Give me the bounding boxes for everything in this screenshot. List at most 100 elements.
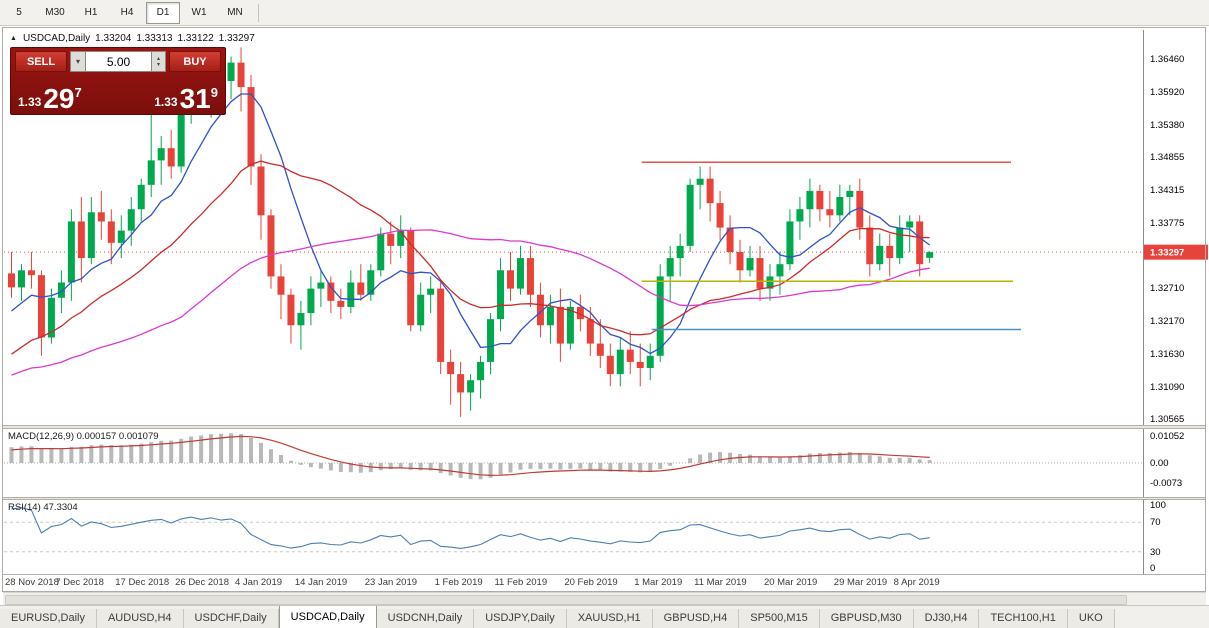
buy-button[interactable]: BUY xyxy=(169,51,221,72)
timeframe-toolbar: 5 M30 H1 H4 D1 W1 MN xyxy=(0,0,1209,26)
ohlc-close: 1.33297 xyxy=(218,33,255,44)
macd-scale-label: -0.0073 xyxy=(1150,478,1182,489)
timeframe-button-mn[interactable]: MN xyxy=(227,7,243,18)
chart-tab-dj30-h4[interactable]: DJ30,H4 xyxy=(913,609,980,628)
buy-price-sup: 9 xyxy=(210,85,218,100)
chart-title: ▲ USDCAD,Daily 1.33204 1.33313 1.33122 1… xyxy=(10,33,255,44)
ma-slow-line xyxy=(11,229,930,376)
chevron-down-icon: ▾ xyxy=(75,57,80,66)
date-label: 8 Apr 2019 xyxy=(893,577,940,588)
price-scale-label: 1.31090 xyxy=(1150,382,1184,393)
timeframe-button-5[interactable]: 5 xyxy=(16,7,22,18)
current-price-badge xyxy=(1144,244,1208,260)
sell-price-big: 29 xyxy=(43,83,75,114)
timeframe-buttons: 5 M30 H1 H4 D1 W1 MN xyxy=(1,1,253,24)
rsi-label: RSI(14) 47.3304 xyxy=(8,502,78,513)
sell-price-sup: 7 xyxy=(74,85,82,100)
chart-tab-usdjpy-daily[interactable]: USDJPY,Daily xyxy=(474,609,567,628)
chart-tab-gbpusd-h4[interactable]: GBPUSD,H4 xyxy=(652,609,740,628)
horizontal-scrollbar[interactable] xyxy=(3,592,1206,605)
price-scale-label: 1.34855 xyxy=(1150,152,1184,163)
volume-control: ▾ ▴ ▾ xyxy=(70,51,166,72)
macd-scale-label: 0.00 xyxy=(1150,458,1169,469)
date-label: 1 Feb 2019 xyxy=(434,577,483,588)
sell-price[interactable]: 1.33 29 7 xyxy=(18,83,82,114)
timeframe-button-d1[interactable]: D1 xyxy=(146,1,180,24)
macd-label: MACD(12,26,9) 0.000157 0.001079 xyxy=(8,431,159,442)
main-chart-canvas[interactable]: 1.364601.359201.353801.348551.343151.337… xyxy=(4,30,1209,425)
buy-price[interactable]: 1.33 31 9 xyxy=(154,83,218,114)
date-label: 14 Jan 2019 xyxy=(294,577,348,588)
timeframe-button-m30[interactable]: M30 xyxy=(45,7,65,18)
panel-splitter[interactable] xyxy=(3,497,1206,500)
sell-price-small: 1.33 xyxy=(18,95,42,109)
date-label: 20 Mar 2019 xyxy=(763,577,818,588)
stepper-up-icon[interactable]: ▴ xyxy=(156,55,160,62)
stepper-down-icon[interactable]: ▾ xyxy=(156,61,160,68)
rsi-scale-label: 0 xyxy=(1150,563,1155,574)
date-label: 7 Dec 2018 xyxy=(55,577,104,588)
one-click-trading-panel: SELL ▾ ▴ ▾ BUY 1.33 29 7 1.33 31 9 xyxy=(10,47,226,115)
chart-tab-usdchf-daily[interactable]: USDCHF,Daily xyxy=(183,609,279,628)
candles[interactable] xyxy=(8,47,934,417)
chart-tab-usdcnh-daily[interactable]: USDCNH,Daily xyxy=(376,609,475,628)
rsi-line xyxy=(11,507,930,549)
ohlc-low: 1.33122 xyxy=(177,33,214,44)
buy-price-big: 31 xyxy=(179,83,211,114)
date-label: 23 Jan 2019 xyxy=(364,577,418,588)
macd-signal-line xyxy=(11,435,930,477)
price-scale-label: 1.31630 xyxy=(1150,349,1184,360)
volume-dropdown-button[interactable]: ▾ xyxy=(70,51,85,72)
chart-tab-sp500-m15[interactable]: SP500,M15 xyxy=(739,609,820,628)
current-price-badge-text: 1.33297 xyxy=(1150,248,1184,259)
volume-input[interactable] xyxy=(85,51,152,72)
date-label: 1 Mar 2019 xyxy=(634,577,683,588)
ma-mid-line xyxy=(11,160,930,355)
date-label: 11 Feb 2019 xyxy=(494,577,548,588)
sell-button[interactable]: SELL xyxy=(15,51,67,72)
macd-indicator-canvas[interactable]: 0.01052 0.00 -0.0073 xyxy=(4,429,1209,497)
rsi-scale-label: 30 xyxy=(1150,547,1161,558)
timeframe-button-h1[interactable]: H1 xyxy=(84,7,98,18)
chart-tab-gbpusd-m30[interactable]: GBPUSD,M30 xyxy=(819,609,914,628)
price-scale-label: 1.36460 xyxy=(1150,54,1184,65)
chart-tab-audusd-h4[interactable]: AUDUSD,H4 xyxy=(96,609,184,628)
ohlc-high: 1.33313 xyxy=(136,33,173,44)
chart-tab-bar: EURUSD,Daily AUDUSD,H4 USDCHF,Daily USDCAD,… xyxy=(0,605,1209,628)
date-label: 20 Feb 2019 xyxy=(564,577,618,588)
date-label: 11 Mar 2019 xyxy=(694,577,747,588)
chart-tab-uko[interactable]: UKO xyxy=(1067,609,1115,628)
date-label: 29 Mar 2019 xyxy=(833,577,888,588)
chart-tab-tech100-h1[interactable]: TECH100,H1 xyxy=(979,609,1068,628)
toolbar-separator xyxy=(258,3,259,22)
chart-tab-eurusd-daily[interactable]: EURUSD,Daily xyxy=(0,609,97,628)
chart-tab-xauusd-h1[interactable]: XAUUSD,H1 xyxy=(566,609,653,628)
rsi-scale-label: 100 xyxy=(1150,500,1166,511)
price-scale-label: 1.33775 xyxy=(1150,218,1184,229)
ohlc-open: 1.33204 xyxy=(95,33,132,44)
chart-tab-usdcad-daily[interactable]: USDCAD,Daily xyxy=(278,606,377,628)
macd-scale-label: 0.01052 xyxy=(1150,431,1184,442)
rsi-scale-label: 70 xyxy=(1150,517,1161,528)
date-label: 26 Dec 2018 xyxy=(175,577,229,588)
price-scale-label: 1.35920 xyxy=(1150,87,1184,98)
volume-stepper[interactable]: ▴ ▾ xyxy=(152,51,166,72)
time-axis-separator xyxy=(3,574,1206,575)
scrollbar-thumb[interactable] xyxy=(5,595,1127,605)
price-scale-label: 1.32170 xyxy=(1150,316,1184,327)
price-scale-label: 1.34315 xyxy=(1150,185,1184,196)
timeframe-button-h4[interactable]: H4 xyxy=(120,7,134,18)
ma-fast-line xyxy=(11,93,931,355)
date-label: 17 Dec 2018 xyxy=(115,577,170,588)
time-axis[interactable]: 28 Nov 2018 7 Dec 2018 17 Dec 2018 26 Dec 2… xyxy=(4,575,1143,591)
date-label: 4 Jan 2019 xyxy=(235,577,283,588)
buy-price-small: 1.33 xyxy=(154,95,178,109)
panel-splitter[interactable] xyxy=(3,425,1206,429)
price-scale-label: 1.32710 xyxy=(1150,283,1184,294)
price-scale-label: 1.35380 xyxy=(1150,120,1184,131)
rsi-indicator-canvas[interactable]: 100 70 30 0 xyxy=(4,500,1209,574)
chart-symbol-label: USDCAD,Daily xyxy=(22,33,91,44)
collapse-arrow-icon[interactable]: ▲ xyxy=(10,35,17,42)
timeframe-button-w1[interactable]: W1 xyxy=(191,7,207,18)
